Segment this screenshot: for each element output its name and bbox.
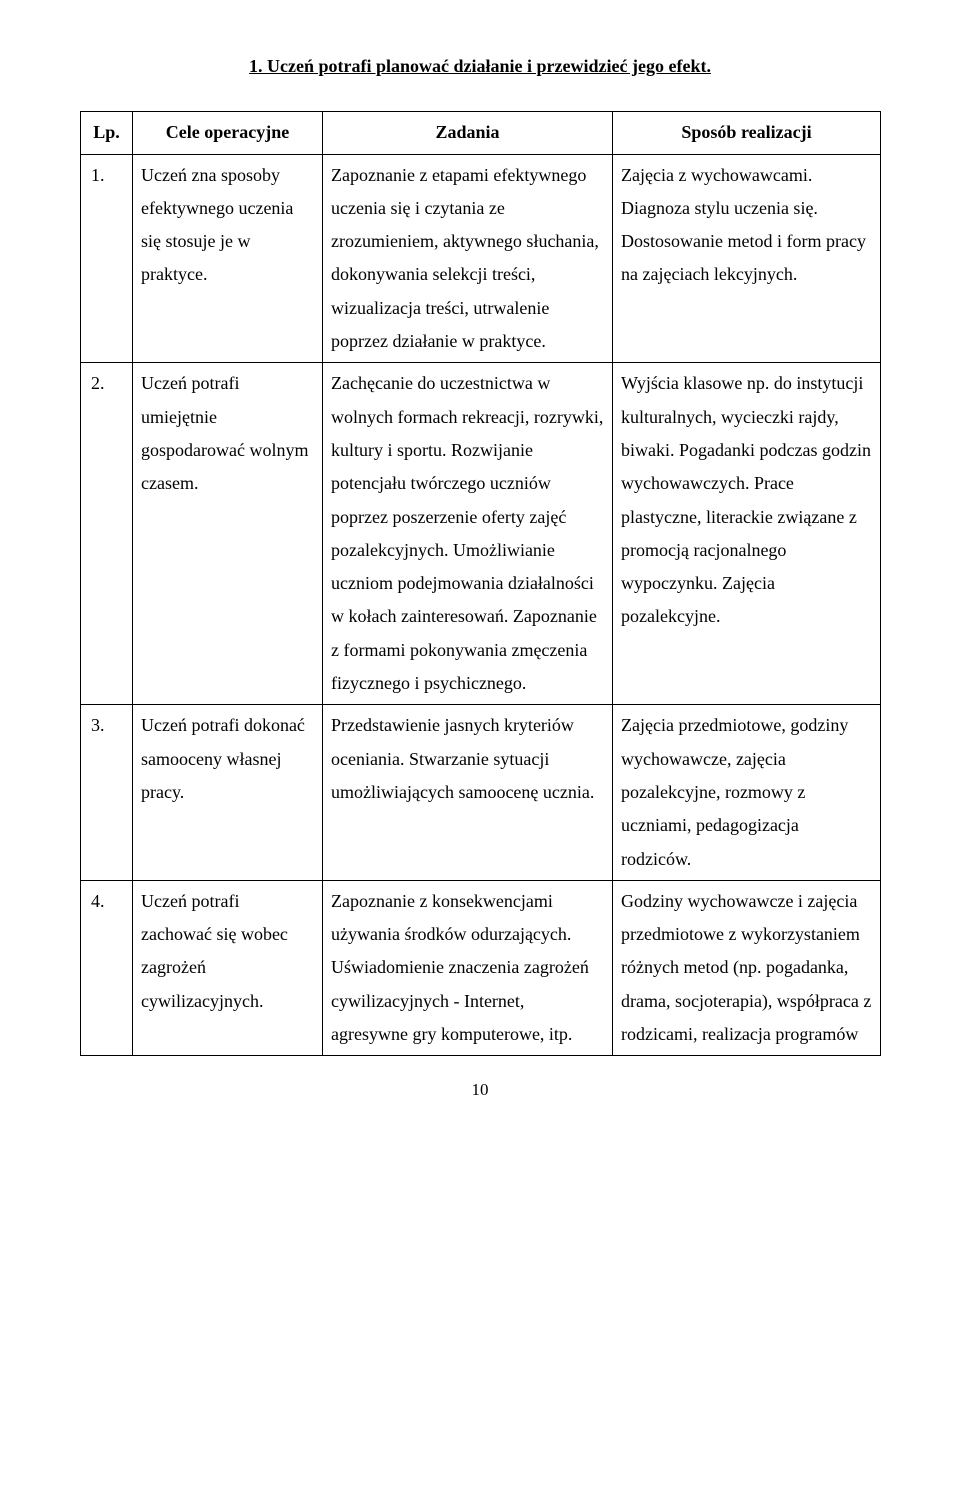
- header-cele: Cele operacyjne: [133, 112, 323, 154]
- header-sposob: Sposób realizacji: [613, 112, 881, 154]
- cell-zadania: Zachęcanie do uczestnictwa w wolnych for…: [323, 363, 613, 705]
- cell-lp: 4.: [81, 880, 133, 1055]
- cell-sposob: Zajęcia przedmiotowe, godziny wychowawcz…: [613, 705, 881, 880]
- content-table: Lp. Cele operacyjne Zadania Sposób reali…: [80, 111, 881, 1056]
- header-lp: Lp.: [81, 112, 133, 154]
- cell-sposob: Godziny wychowawcze i zajęcia przedmioto…: [613, 880, 881, 1055]
- cell-zadania: Przedstawienie jasnych kryteriów ocenian…: [323, 705, 613, 880]
- cell-zadania: Zapoznanie z konsekwencjami używania śro…: [323, 880, 613, 1055]
- cell-cele: Uczeń potrafi zachować się wobec zagroże…: [133, 880, 323, 1055]
- table-row: 1. Uczeń zna sposoby efektywnego uczenia…: [81, 154, 881, 363]
- cell-zadania: Zapoznanie z etapami efektywnego uczenia…: [323, 154, 613, 363]
- table-row: 3. Uczeń potrafi dokonać samooceny własn…: [81, 705, 881, 880]
- cell-cele: Uczeń potrafi dokonać samooceny własnej …: [133, 705, 323, 880]
- cell-sposob: Wyjścia klasowe np. do instytucji kultur…: [613, 363, 881, 705]
- table-row: 4. Uczeń potrafi zachować się wobec zagr…: [81, 880, 881, 1055]
- cell-lp: 1.: [81, 154, 133, 363]
- cell-cele: Uczeń zna sposoby efektywnego uczenia si…: [133, 154, 323, 363]
- table-row: 2. Uczeń potrafi umiejętnie gospodarować…: [81, 363, 881, 705]
- cell-sposob: Zajęcia z wychowawcami. Diagnoza stylu u…: [613, 154, 881, 363]
- cell-lp: 3.: [81, 705, 133, 880]
- page-number: 10: [80, 1074, 880, 1105]
- table-header-row: Lp. Cele operacyjne Zadania Sposób reali…: [81, 112, 881, 154]
- cell-cele: Uczeń potrafi umiejętnie gospodarować wo…: [133, 363, 323, 705]
- cell-lp: 2.: [81, 363, 133, 705]
- header-zadania: Zadania: [323, 112, 613, 154]
- page-heading: 1. Uczeń potrafi planować działanie i pr…: [80, 50, 880, 83]
